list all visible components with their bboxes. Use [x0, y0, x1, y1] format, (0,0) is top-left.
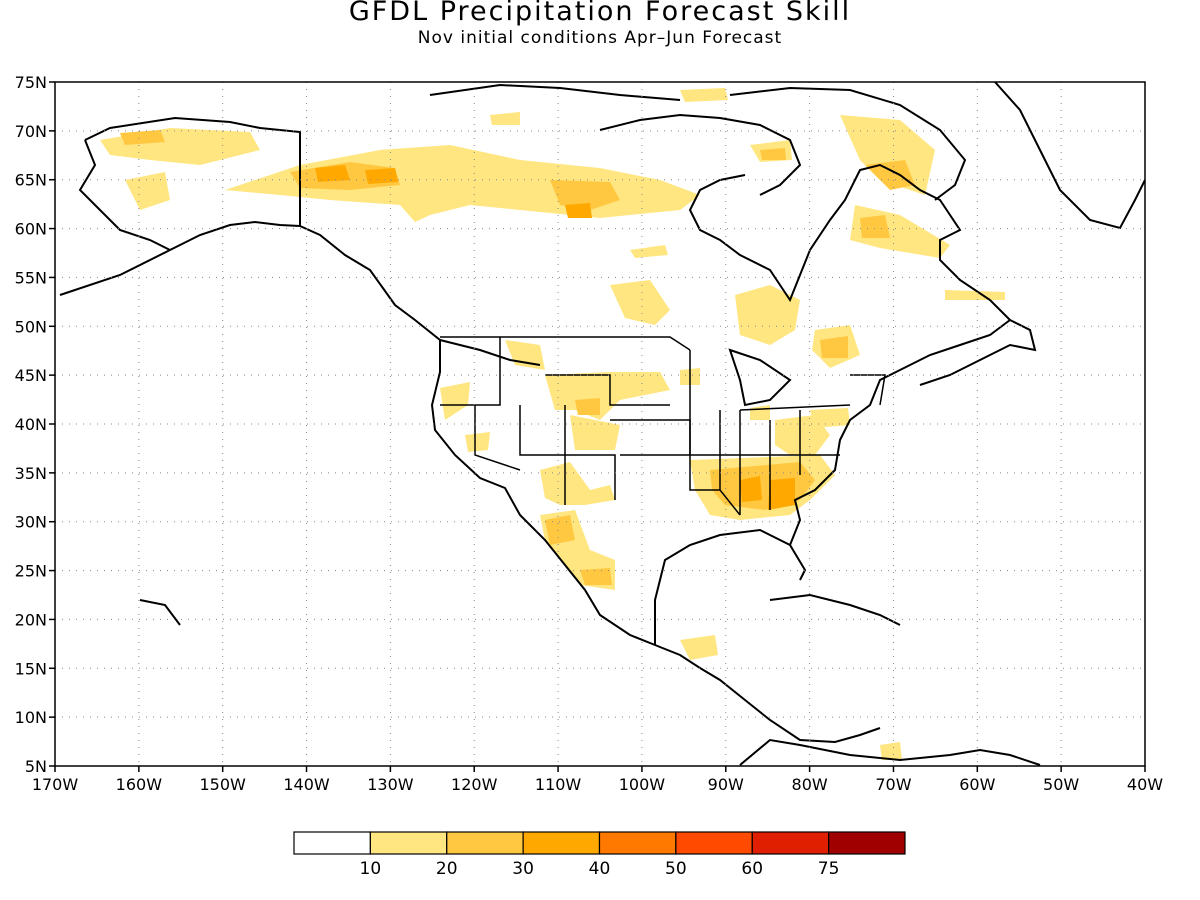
colorbar: 10 20 30 40 50 60 75	[293, 831, 906, 879]
colorbar-label: 30	[512, 859, 534, 879]
lon-tick-label: 90W	[708, 775, 744, 794]
lon-tick-label: 160W	[116, 775, 163, 794]
coastlines	[59, 82, 1145, 766]
colorbar-swatch	[598, 831, 677, 855]
lon-tick-label: 120W	[451, 775, 498, 794]
lat-tick-label: 15N	[15, 659, 47, 678]
colorbar-swatch	[675, 831, 753, 855]
lon-tick-label: 140W	[283, 775, 330, 794]
lon-tick-label: 170W	[32, 775, 79, 794]
lat-tick-label: 50N	[15, 317, 47, 336]
lat-tick-label: 55N	[15, 268, 47, 287]
lat-tick-label: 20N	[15, 610, 47, 629]
colorbar-swatch	[828, 831, 906, 855]
lon-tick-label: 40W	[1127, 775, 1163, 794]
colorbar-swatch	[369, 831, 448, 855]
lat-tick-label: 40N	[15, 415, 47, 434]
skill-shading-dark	[315, 165, 795, 510]
map-axes: 75N 70N 65N 60N 55N 50N 45N 40N 35N 30N 25N 20N 15N 1…	[15, 73, 1164, 794]
lon-tick-label: 130W	[367, 775, 414, 794]
state-borders	[440, 336, 886, 516]
map-subtitle: Nov initial conditions Apr–Jun Forecast	[417, 28, 783, 48]
lat-tick-label: 35N	[15, 464, 47, 483]
lon-tick-label: 50W	[1043, 775, 1079, 794]
lat-tick-label: 30N	[15, 513, 47, 532]
map-title: GFDL Precipitation Forecast Skill	[348, 0, 852, 27]
lat-tick-label: 5N	[25, 757, 47, 776]
lon-tick-label: 70W	[875, 775, 911, 794]
lat-tick-label: 75N	[15, 73, 47, 92]
map-content	[55, 82, 1145, 766]
colorbar-label: 75	[818, 859, 840, 879]
lon-tick-label: 60W	[959, 775, 995, 794]
colorbar-label: 20	[436, 859, 458, 879]
lat-tick-label: 45N	[15, 366, 47, 385]
lon-tick-label: 100W	[619, 775, 666, 794]
colorbar-label: 50	[665, 859, 687, 879]
colorbar-label: 40	[589, 859, 611, 879]
lon-tick-label: 80W	[792, 775, 828, 794]
colorbar-label: 10	[360, 859, 382, 879]
colorbar-swatch	[293, 831, 371, 855]
colorbar-swatch	[446, 831, 524, 855]
lon-tick-label: 110W	[535, 775, 582, 794]
lat-tick-label: 10N	[15, 708, 47, 727]
colorbar-swatch	[751, 831, 830, 855]
lat-tick-label: 65N	[15, 171, 47, 190]
lat-tick-label: 60N	[15, 220, 47, 239]
colorbar-label: 60	[741, 859, 763, 879]
lon-tick-label: 150W	[200, 775, 247, 794]
colorbar-swatch	[522, 831, 601, 855]
lat-tick-label: 25N	[15, 562, 47, 581]
lat-tick-label: 70N	[15, 122, 47, 141]
